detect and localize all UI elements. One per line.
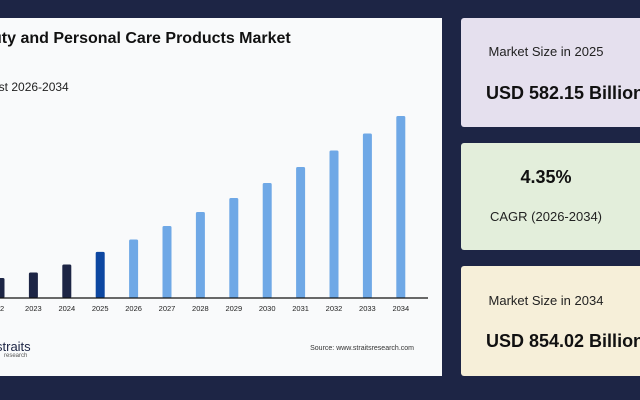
market-size-2034-label: Market Size in 2034 xyxy=(488,293,604,308)
x-tick-label: 2024 xyxy=(58,304,75,313)
bar-2031 xyxy=(296,167,306,298)
x-tick-label: 2033 xyxy=(359,304,376,313)
x-tick-label: 2029 xyxy=(225,304,242,313)
x-tick-label: 2023 xyxy=(25,304,42,313)
bar-2030 xyxy=(262,183,272,298)
x-tick-label: 2026 xyxy=(125,304,142,313)
cagr-value: 4.35% xyxy=(520,167,572,187)
market-size-2025-card: Market Size in 2025 USD 582.15 Billion xyxy=(461,18,640,127)
bar-2034 xyxy=(396,115,406,299)
bar-2027 xyxy=(162,226,172,298)
x-tick-label: 2030 xyxy=(259,304,276,313)
cagr-card: 4.35% CAGR (2026-2034) xyxy=(461,143,640,250)
bar-2025 xyxy=(95,251,105,298)
chart-title: uty and Personal Care Products Market xyxy=(0,30,291,47)
x-tick-label: 2027 xyxy=(159,304,176,313)
bar-chart: 22 2023 2024 2025 2026 2027 2028 2029 2030 2031 20… xyxy=(0,115,428,313)
market-size-2034-card: Market Size in 2034 USD 854.02 Billion xyxy=(461,266,640,376)
chart-subtitle: ast 2026-2034 xyxy=(0,80,69,94)
logo-subtext: research xyxy=(4,353,28,359)
x-tick-label: 2031 xyxy=(292,304,309,313)
x-tick-label: 22 xyxy=(0,304,4,313)
x-tick-label: 2032 xyxy=(326,304,343,313)
bar-22 xyxy=(0,278,5,298)
straits-logo: straits research xyxy=(0,340,31,360)
bar-2028 xyxy=(195,212,205,298)
market-size-2034-value: USD 854.02 Billion xyxy=(486,331,640,351)
bar-2032 xyxy=(329,150,339,298)
source-note: Source: www.straitsresearch.com xyxy=(310,345,414,352)
bar-2033 xyxy=(362,133,372,298)
x-tick-label: 2034 xyxy=(392,304,409,313)
market-size-2025-label: Market Size in 2025 xyxy=(488,44,604,59)
bar-2026 xyxy=(129,239,139,298)
x-tick-label: 2025 xyxy=(92,304,109,313)
logo-text: straits xyxy=(0,339,31,354)
chart-panel: uty and Personal Care Products Market as… xyxy=(0,18,442,376)
cagr-label: CAGR (2026-2034) xyxy=(490,209,602,224)
bar-2023 xyxy=(28,272,38,298)
market-size-2025-value: USD 582.15 Billion xyxy=(486,83,640,103)
bar-2029 xyxy=(229,198,239,298)
bar-2024 xyxy=(62,264,72,298)
x-tick-label: 2028 xyxy=(192,304,209,313)
